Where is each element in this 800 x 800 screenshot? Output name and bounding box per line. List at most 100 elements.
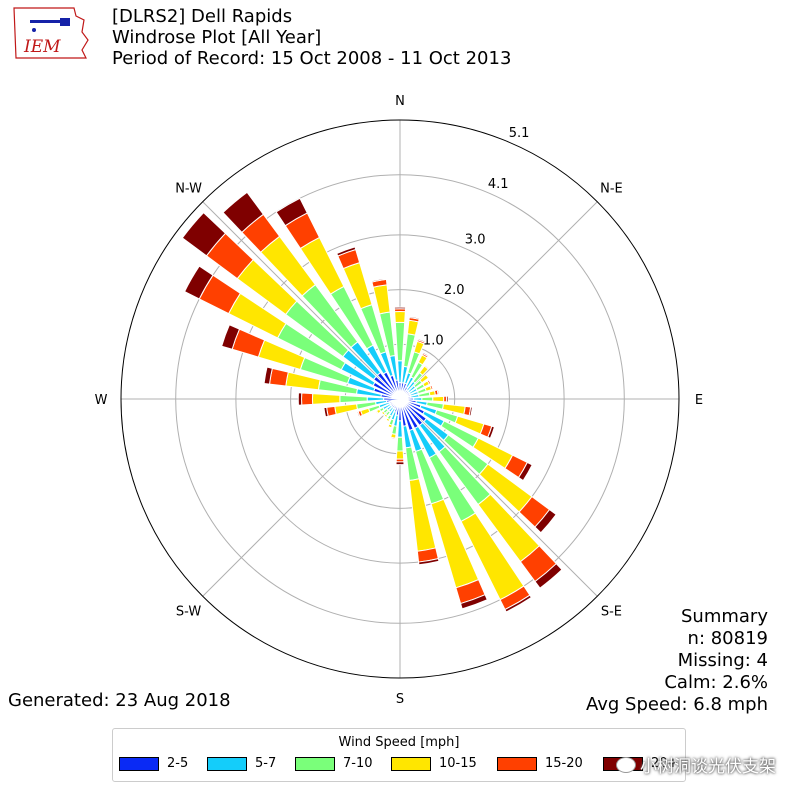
wedge-270-5-7 [366, 396, 385, 402]
direction-label-n: N [395, 94, 405, 109]
title-plot-type: Windrose Plot [All Year] [112, 27, 322, 48]
wedge-50-20+ [425, 372, 431, 378]
direction-label-e: E [695, 393, 703, 408]
legend-item-7-10: 7-10 [295, 756, 373, 771]
wedge-310-20+ [181, 211, 227, 257]
wedge-210-15-20 [385, 419, 390, 423]
wedge-90-5-7 [413, 397, 423, 401]
wedge-30-20+ [422, 351, 430, 358]
generated-date: Generated: 23 Aug 2018 [8, 690, 231, 711]
wedge-260-10-15 [334, 403, 359, 415]
wedge-130-20+ [534, 508, 557, 534]
legend-item-10-15: 10-15 [391, 756, 477, 771]
summary-block: Summary n: 80819 Missing: 4 Calm: 2.6% A… [586, 606, 768, 716]
legend-item-15-20: 15-20 [497, 756, 583, 771]
legend: Wind Speed [mph] 2-5 5-7 7-10 10-15 15-2… [112, 728, 686, 782]
wedge-190-7-10 [391, 424, 398, 435]
wedge-0-7-10 [394, 321, 406, 362]
wedge-180-10-15 [395, 450, 405, 460]
direction-label-s-e: S-E [601, 604, 622, 619]
wedge-120-20+ [517, 461, 533, 482]
legend-swatch [391, 756, 431, 771]
wedge-350-10-15 [372, 284, 391, 315]
wedge-150-20+ [504, 594, 533, 613]
wedge-40-20+ [424, 363, 431, 370]
wedge-300-20+ [183, 265, 214, 300]
legend-item-2-5: 2-5 [119, 756, 188, 771]
wechat-icon [616, 756, 636, 773]
direction-label-s: S [396, 692, 404, 707]
summary-calm: Calm: 2.6% [664, 672, 768, 693]
direction-label-n-e: N-E [600, 182, 623, 197]
wedge-100-20+ [468, 406, 473, 417]
wedge-0-20+ [393, 306, 407, 310]
wedge-270-15-20 [301, 392, 314, 406]
grid-circle [290, 289, 510, 509]
direction-label-s-w: S-W [176, 604, 201, 619]
summary-heading: Summary [681, 606, 768, 627]
wedge-270-20+ [297, 392, 303, 406]
legend-label: 5-7 [255, 756, 277, 771]
wedge-200-20+ [386, 426, 392, 430]
wedge-90-10-15 [432, 395, 445, 403]
wedge-340-20+ [336, 246, 357, 257]
outer-circle [120, 119, 680, 679]
wedge-350-20+ [371, 277, 387, 283]
legend-label: 2-5 [167, 756, 189, 771]
legend-title: Wind Speed [mph] [338, 735, 460, 750]
wedge-280-20+ [263, 366, 273, 385]
summary-n: n: 80819 [687, 628, 768, 649]
iem-logo: IEM [12, 6, 90, 60]
radial-gridline [399, 398, 598, 597]
title-station: [DLRS2] Dell Rapids [112, 6, 293, 27]
radial-gridline [399, 201, 598, 400]
wedge-10-10-15 [406, 319, 420, 336]
radial-gridline [202, 201, 401, 400]
legend-items: 2-5 5-7 7-10 10-15 15-20 20+ [113, 750, 685, 776]
wedge-270-10-15 [311, 393, 341, 405]
radial-tick-label: 4.1 [488, 177, 509, 192]
summary-avg-speed: Avg Speed: 6.8 mph [586, 694, 768, 715]
wedge-190-20+ [389, 437, 396, 441]
wedge-0-10-15 [394, 310, 406, 324]
wedge-180-7-10 [396, 436, 404, 452]
wedge-60-20+ [428, 378, 433, 385]
wedge-110-20+ [487, 425, 496, 439]
radial-tick-label: 3.0 [465, 232, 486, 247]
wedge-260-20+ [323, 406, 329, 418]
wedge-280-15-20 [268, 367, 289, 387]
wedge-240-20+ [374, 410, 378, 416]
wedge-140-20+ [534, 562, 563, 589]
legend-swatch [497, 756, 537, 771]
legend-swatch [207, 756, 247, 771]
wedge-230-15-20 [380, 411, 385, 416]
grid-circle [235, 234, 565, 564]
legend-label: 7-10 [343, 756, 373, 771]
wedge-90-20+ [445, 395, 449, 403]
legend-label: 15-20 [545, 756, 583, 771]
wedge-20-20+ [416, 338, 426, 343]
radial-tick-label: 1.0 [423, 333, 444, 348]
radial-gridline [202, 398, 401, 597]
legend-swatch [295, 756, 335, 771]
wedge-170-20+ [418, 557, 440, 566]
wedge-0-5-7 [397, 360, 403, 384]
wedge-250-20+ [356, 410, 361, 418]
wedge-290-20+ [221, 324, 241, 350]
summary-missing: Missing: 4 [677, 650, 768, 671]
direction-label-w: W [95, 393, 108, 408]
wedge-280-10-15 [285, 371, 321, 391]
legend-label: 10-15 [439, 756, 477, 771]
direction-label-n-w: N-W [175, 182, 202, 197]
watermark: 小树洞谈光伏支架 [616, 752, 776, 777]
wedge-70-20+ [430, 384, 435, 390]
title-period: Period of Record: 15 Oct 2008 - 11 Oct 2… [112, 48, 512, 69]
wedge-90-7-10 [421, 396, 434, 402]
legend-item-5-7: 5-7 [207, 756, 276, 771]
wedge-80-20+ [436, 389, 440, 396]
watermark-text: 小树洞谈光伏支架 [640, 757, 776, 777]
wedge-10-20+ [408, 315, 421, 320]
wedge-180-5-7 [397, 420, 403, 438]
svg-text:IEM: IEM [23, 37, 61, 57]
